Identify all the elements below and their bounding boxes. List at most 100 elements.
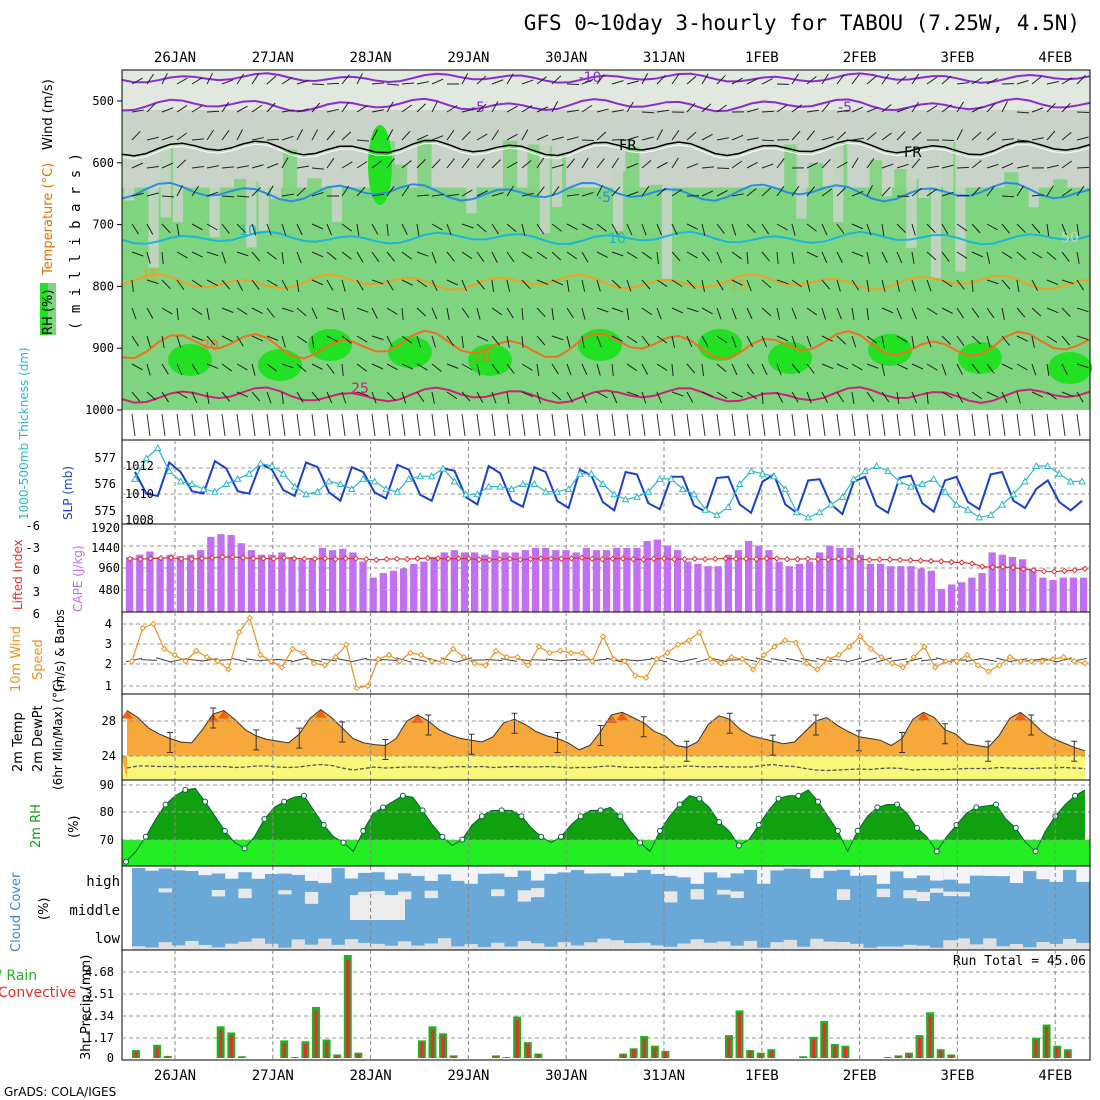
thickness-point xyxy=(153,443,162,451)
wind-barb xyxy=(371,223,379,235)
cape-bar xyxy=(795,563,804,612)
temperature-contour xyxy=(121,139,1091,157)
wind-barb xyxy=(806,279,811,292)
rh-point xyxy=(775,795,782,802)
cape-bar xyxy=(816,552,824,612)
wind-barb xyxy=(551,223,562,232)
wind-barb xyxy=(551,363,559,375)
precip-convective-bar xyxy=(134,1051,138,1058)
lifted-index-point xyxy=(691,555,698,563)
precip-convective-bar xyxy=(748,1050,752,1058)
cloud-mid-gap xyxy=(916,891,930,902)
wind-speed-point xyxy=(267,657,275,665)
wind-barb xyxy=(296,80,309,85)
wind-barb xyxy=(491,391,497,404)
wind-barb xyxy=(1016,223,1026,233)
wind-barb xyxy=(476,251,485,263)
wind-speed-point xyxy=(246,614,253,622)
wind-barb xyxy=(881,413,886,437)
cloud-high-gap xyxy=(278,866,292,874)
wind-barb xyxy=(761,391,764,404)
wind-barb xyxy=(956,279,965,290)
wind-barb xyxy=(791,130,801,141)
tick-label: 2.34 xyxy=(85,1009,114,1023)
wind-speed-point xyxy=(814,666,821,673)
wind-barb xyxy=(611,186,621,197)
wind-barb xyxy=(761,363,768,376)
wind-barb xyxy=(971,307,980,319)
wind-barb xyxy=(431,251,437,264)
thickness-point xyxy=(211,487,219,495)
wind-barb xyxy=(311,129,319,141)
cape-bar xyxy=(663,545,672,612)
wind-barb xyxy=(161,162,174,169)
wind-barb xyxy=(341,161,353,169)
wind-barb xyxy=(881,391,890,403)
rh-dry-patch xyxy=(270,103,281,200)
wind-barb xyxy=(686,363,696,374)
rh-dry-patch xyxy=(172,87,184,223)
wind-barb xyxy=(581,391,587,404)
wind-barb xyxy=(206,413,211,437)
wind-barb xyxy=(491,251,498,263)
thickness-point xyxy=(313,487,322,495)
rh-dry-patch xyxy=(796,145,807,219)
rh-plume xyxy=(234,178,249,410)
lifted-index-point xyxy=(896,556,904,564)
cloud-low-gap xyxy=(517,940,531,950)
wind-speed-point xyxy=(417,651,425,659)
date-label-top: 29JAN xyxy=(447,50,489,66)
wind-barb xyxy=(806,335,812,348)
wind-barb xyxy=(641,279,651,290)
wind-barb xyxy=(1061,279,1074,285)
wind-barb xyxy=(1061,391,1074,397)
lifted-index-point xyxy=(383,555,390,563)
wind-barb xyxy=(191,105,203,113)
wind-barb xyxy=(236,105,248,113)
cloud-high-gap xyxy=(850,866,864,876)
wind-barb xyxy=(671,223,678,236)
cape-bar xyxy=(420,561,428,612)
wind-barb xyxy=(746,413,751,437)
wind-barb xyxy=(251,391,261,402)
precip-convective-bar xyxy=(928,1014,932,1058)
tick-label: 3 xyxy=(33,585,40,599)
wind-barb xyxy=(956,391,964,403)
wind-barb xyxy=(881,104,892,113)
lifted-index-point xyxy=(948,558,955,566)
cape-bar xyxy=(998,554,1006,612)
wind-barbs xyxy=(131,73,1090,404)
cloud-high-gap xyxy=(344,866,359,879)
wind-barb xyxy=(161,73,168,85)
wind-barb xyxy=(731,279,743,286)
tick-label: 2 xyxy=(105,657,112,671)
wind-barb xyxy=(746,307,753,320)
cape-bar xyxy=(389,570,398,612)
wind-barb xyxy=(551,307,555,320)
wind-speed-point xyxy=(856,633,864,640)
wind-barb xyxy=(311,251,324,258)
temperature-peak xyxy=(411,714,424,723)
thickness-point xyxy=(347,485,356,493)
wind-barb xyxy=(836,279,841,292)
rh-point xyxy=(894,801,901,808)
wind-barb xyxy=(296,413,301,437)
temp-panel-label-1: 2m Temp xyxy=(11,712,26,772)
cloud-low-gap xyxy=(836,942,851,950)
wind-barb xyxy=(731,391,744,398)
wind-barb xyxy=(1046,279,1059,286)
cloud-high-gap xyxy=(969,866,984,876)
cloud-high-gap xyxy=(384,866,398,880)
wind-barb xyxy=(506,73,514,85)
wind-barb xyxy=(776,413,781,437)
cloud-high-gap xyxy=(703,866,718,873)
wind-barb xyxy=(851,335,857,348)
precip-convective-bar xyxy=(504,1057,509,1058)
wind-barb xyxy=(491,129,500,141)
wind-barb xyxy=(281,157,289,169)
rh-point xyxy=(281,798,288,805)
cape-bar xyxy=(288,557,296,612)
